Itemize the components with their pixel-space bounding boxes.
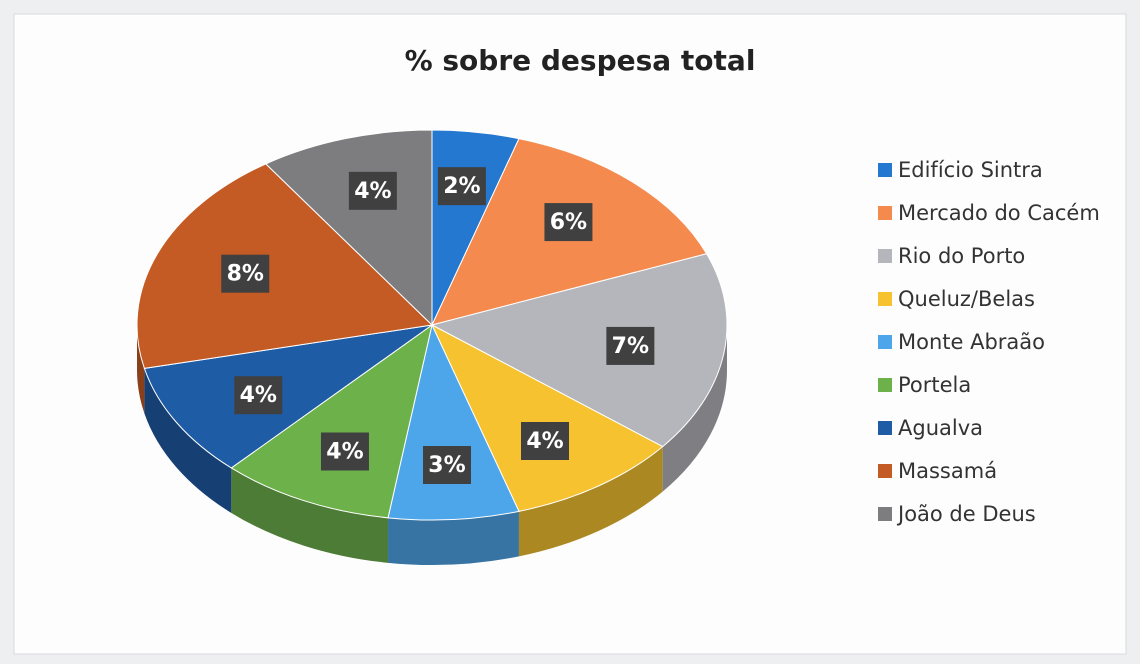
data-label-box — [606, 326, 655, 365]
slice — [143, 324, 433, 469]
data-label-box — [437, 167, 486, 206]
data-label: 8% — [227, 262, 264, 287]
data-label-box — [544, 203, 593, 242]
data-label: 4% — [354, 179, 391, 204]
legend-label: Mercado do Cacém — [898, 201, 1100, 225]
data-label-box — [521, 422, 570, 461]
slice-side — [231, 467, 389, 563]
slice-side — [518, 446, 663, 557]
data-label-box — [348, 171, 397, 210]
data-label-box — [422, 446, 471, 485]
legend-label: Monte Abraão — [898, 330, 1045, 354]
legend-label: Rio do Porto — [898, 244, 1025, 268]
slice-side — [662, 325, 727, 492]
data-label: 4% — [526, 429, 563, 454]
slice — [430, 253, 728, 448]
slice-side — [144, 368, 232, 513]
data-label: 4% — [326, 439, 363, 464]
legend-swatch — [878, 292, 892, 306]
data-label-box — [320, 432, 369, 471]
legend-label: Queluz/Belas — [898, 287, 1035, 311]
data-label: 2% — [443, 174, 480, 199]
data-label-box — [234, 376, 283, 415]
slice — [230, 323, 433, 519]
legend-swatch — [878, 507, 892, 521]
legend-swatch — [878, 249, 892, 263]
slice-side — [388, 511, 519, 565]
data-label: 7% — [612, 334, 649, 359]
legend-label: Massamá — [898, 459, 997, 483]
legend-label: Agualva — [898, 416, 983, 440]
legend-swatch — [878, 163, 892, 177]
legend-swatch — [878, 421, 892, 435]
legend-swatch — [878, 464, 892, 478]
legend-swatch — [878, 378, 892, 392]
data-label-box — [221, 254, 270, 293]
slice — [387, 323, 520, 521]
slice — [430, 323, 664, 512]
legend-label: Portela — [898, 373, 971, 397]
legend-label: João de Deus — [896, 502, 1036, 526]
data-label: 3% — [428, 453, 465, 478]
data-label: 6% — [550, 210, 587, 235]
data-label: 4% — [240, 383, 277, 408]
chart-title: % sobre despesa total — [405, 44, 756, 77]
slice — [136, 163, 434, 369]
legend-label: Edifício Sintra — [898, 158, 1043, 182]
legend-swatch — [878, 335, 892, 349]
legend-swatch — [878, 206, 892, 220]
